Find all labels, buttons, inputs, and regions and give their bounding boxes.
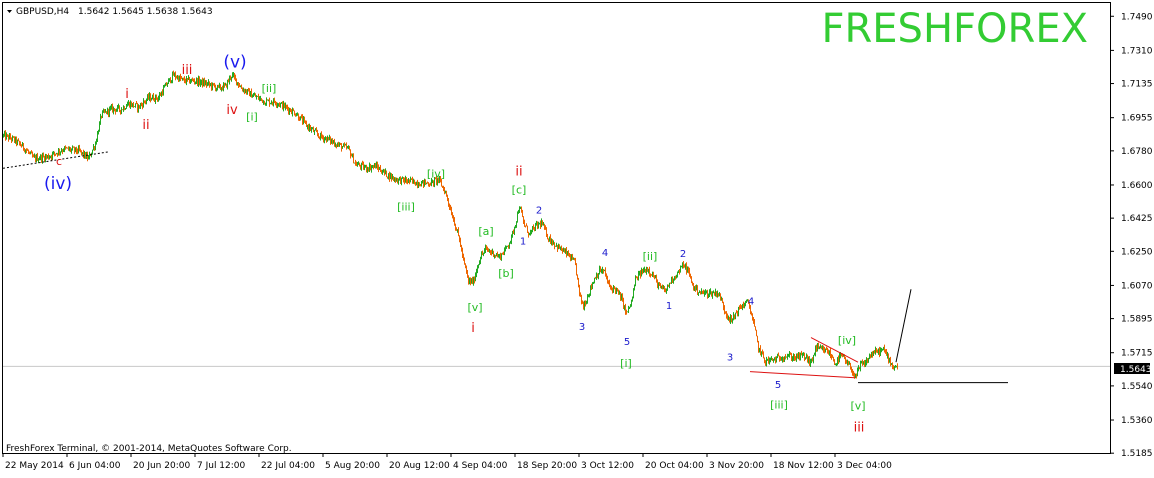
ohlc-values: 1.5642 1.5645 1.5638 1.5643 bbox=[78, 7, 213, 17]
x-tick-label: 18 Nov 12:00 bbox=[773, 461, 834, 471]
wave-label: 3 bbox=[727, 352, 733, 363]
y-tick-label: 1.7310 bbox=[1121, 46, 1153, 56]
x-tick-label: 20 Jun 20:00 bbox=[133, 461, 190, 471]
wave-label: iii bbox=[182, 63, 193, 78]
trend-line[interactable] bbox=[749, 371, 856, 379]
wave-label: [i] bbox=[246, 111, 258, 124]
y-tick-label: 1.7135 bbox=[1121, 80, 1153, 90]
x-tick-label: 3 Oct 12:00 bbox=[581, 461, 634, 471]
y-tick-label: 1.5360 bbox=[1121, 416, 1153, 426]
current-price-label: 1.5643 bbox=[1120, 365, 1152, 375]
wave-label: [v] bbox=[850, 400, 865, 413]
wave-label: 5 bbox=[775, 380, 781, 391]
chart-frame bbox=[2, 2, 1111, 454]
y-tick-label: 1.5185 bbox=[1121, 449, 1153, 459]
wave-label: [i] bbox=[620, 357, 632, 370]
symbol-timeframe: GBPUSD,H4 bbox=[16, 7, 69, 17]
wave-label: 2 bbox=[680, 249, 686, 260]
wave-label: [iv] bbox=[427, 167, 445, 180]
x-tick-label: 22 Jul 04:00 bbox=[261, 461, 315, 471]
wave-label: [iii] bbox=[770, 399, 788, 412]
x-tick-label: 3 Dec 04:00 bbox=[837, 461, 892, 471]
wave-label: 3 bbox=[579, 322, 585, 333]
brand-watermark: FRESHFOREX bbox=[821, 6, 1088, 52]
wave-label: [c] bbox=[512, 184, 527, 197]
y-tick-label: 1.5715 bbox=[1121, 349, 1153, 359]
menu-triangle-icon[interactable] bbox=[7, 10, 12, 13]
x-tick-label: 5 Aug 20:00 bbox=[325, 461, 380, 471]
trend-line[interactable] bbox=[2, 151, 110, 169]
current-price-marker: 1.5643 bbox=[1114, 363, 1152, 375]
wave-label: i bbox=[125, 87, 129, 102]
wave-label: [b] bbox=[498, 267, 514, 280]
y-tick-label: 1.7490 bbox=[1121, 12, 1153, 22]
y-tick-label: 1.6070 bbox=[1121, 281, 1153, 291]
wave-label: 2 bbox=[536, 205, 542, 216]
wave-label: (iv) bbox=[44, 174, 72, 194]
trend-line[interactable] bbox=[810, 337, 859, 363]
wave-label: [iii] bbox=[397, 201, 415, 214]
wave-label: 5 bbox=[624, 337, 630, 348]
copyright-footer: FreshForex Terminal, © 2001-2014, MetaQu… bbox=[6, 444, 292, 454]
y-tick-label: 1.5540 bbox=[1121, 382, 1153, 392]
wave-label: [ii] bbox=[643, 250, 658, 263]
x-tick-label: 22 May 2014 bbox=[5, 461, 64, 471]
wave-label: [v] bbox=[467, 301, 482, 314]
x-tick-label: 20 Aug 12:00 bbox=[389, 461, 450, 471]
wave-label: [a] bbox=[478, 225, 493, 238]
x-tick-label: 3 Nov 20:00 bbox=[709, 461, 764, 471]
wave-label: 1 bbox=[520, 237, 526, 248]
wave-label: 4 bbox=[748, 296, 754, 307]
trend-line[interactable] bbox=[895, 289, 912, 363]
wave-label: ii bbox=[142, 118, 149, 133]
wave-label: (v) bbox=[223, 52, 246, 72]
wave-label: iv bbox=[226, 103, 238, 118]
x-tick-label: 20 Oct 04:00 bbox=[645, 461, 704, 471]
wave-label: iii bbox=[854, 420, 865, 435]
wave-label: 4 bbox=[602, 248, 608, 259]
y-tick-label: 1.6780 bbox=[1121, 147, 1153, 157]
wave-label: [ii] bbox=[262, 82, 277, 95]
x-tick-label: 7 Jul 12:00 bbox=[197, 461, 246, 471]
x-tick-label: 18 Sep 20:00 bbox=[517, 461, 577, 471]
y-tick-label: 1.6425 bbox=[1121, 214, 1153, 224]
x-tick-label: 4 Sep 04:00 bbox=[453, 461, 508, 471]
wave-label: 1 bbox=[666, 301, 672, 312]
wave-label: i bbox=[471, 321, 475, 336]
wave-label: ii bbox=[515, 164, 522, 179]
y-tick-label: 1.6955 bbox=[1121, 114, 1153, 124]
wave-label: [iv] bbox=[838, 334, 856, 347]
wave-label: c bbox=[56, 155, 62, 168]
y-tick-label: 1.6600 bbox=[1121, 181, 1153, 191]
x-tick-label: 6 Jun 04:00 bbox=[69, 461, 121, 471]
y-tick-label: 1.5895 bbox=[1121, 315, 1153, 325]
y-tick-label: 1.6250 bbox=[1121, 247, 1153, 257]
